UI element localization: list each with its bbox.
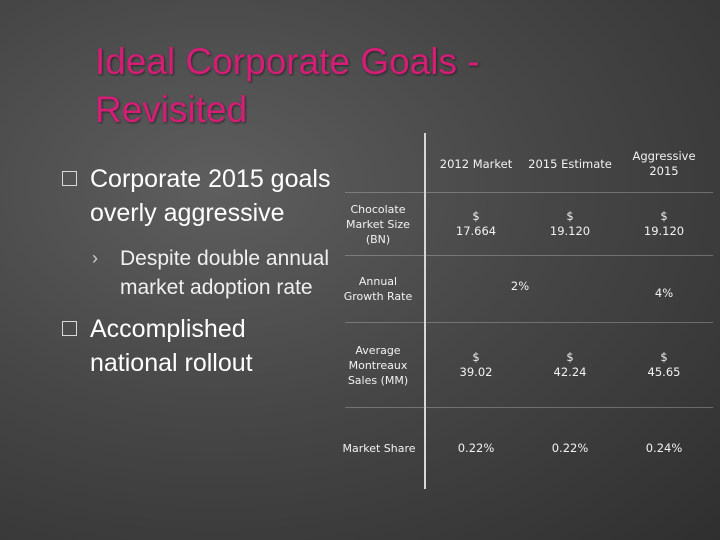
cell-growth-rate-aggressive: 4%	[654, 285, 674, 300]
square-bullet-icon	[62, 321, 77, 336]
bullet-text: Corporate 2015 goals overly aggressive	[90, 165, 331, 227]
header-aggressive-2015: Aggressive 2015	[632, 149, 696, 178]
row-divider	[345, 322, 713, 323]
row-divider	[345, 407, 713, 408]
cell-avg-sales-2012: $ 39.02	[459, 350, 493, 379]
subbullet-market-adoption: › Despite double annual market adoption …	[62, 244, 332, 302]
goals-table: 2012 Market 2015 Estimate Aggressive 201…	[333, 133, 713, 489]
row-label-market-share: Market Share	[342, 441, 416, 455]
square-bullet-icon	[62, 171, 77, 186]
cell-growth-rate-2012-2015: 2%	[510, 278, 530, 293]
cell-market-size-2015: $ 19.120	[549, 209, 591, 238]
subbullet-text: Despite double annual market adoption ra…	[120, 247, 329, 299]
bullet-text: Accomplished national rollout	[90, 315, 253, 377]
row-label-growth-rate: Annual Growth Rate	[343, 275, 413, 303]
row-divider	[345, 192, 713, 193]
column-divider	[424, 133, 426, 489]
row-divider	[345, 255, 713, 256]
header-2012-market: 2012 Market	[439, 156, 513, 171]
cell-market-size-aggressive: $ 19.120	[643, 209, 685, 238]
row-label-market-size: Chocolate Market Size (BN)	[346, 202, 410, 246]
row-label-avg-sales: Average Montreaux Sales (MM)	[347, 343, 409, 387]
cell-avg-sales-2015: $ 42.24	[553, 350, 587, 379]
bullet-corporate-goals: Corporate 2015 goals overly aggressive	[62, 162, 332, 230]
bullet-national-rollout: Accomplished national rollout	[62, 312, 332, 380]
cell-market-size-2012: $ 17.664	[455, 209, 497, 238]
chevron-right-icon: ›	[92, 248, 98, 268]
cell-avg-sales-aggressive: $ 45.65	[647, 350, 681, 379]
slide-title: Ideal Corporate Goals - Revisited	[95, 41, 480, 130]
header-2015-estimate: 2015 Estimate	[528, 156, 612, 171]
cell-market-share-2015: 0.22%	[551, 440, 589, 455]
cell-market-share-2012: 0.22%	[457, 440, 495, 455]
cell-market-share-aggressive: 0.24%	[645, 440, 683, 455]
bullet-list: Corporate 2015 goals overly aggressive ›…	[62, 162, 332, 380]
